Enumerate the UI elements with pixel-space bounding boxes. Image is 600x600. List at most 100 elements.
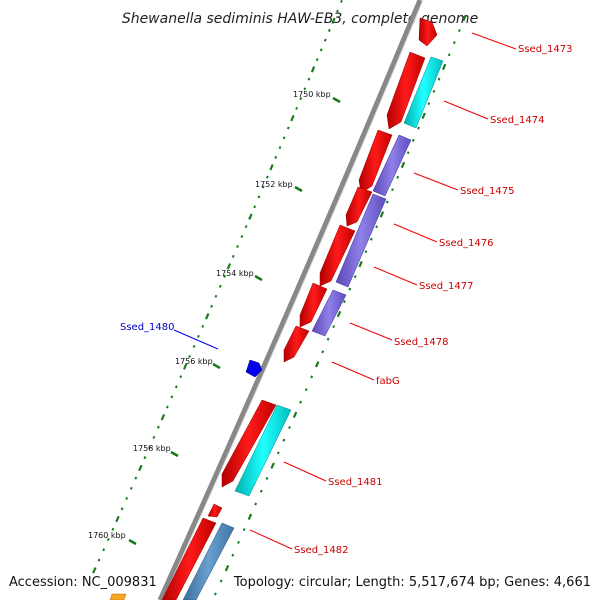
ring-tick bbox=[331, 17, 336, 24]
kbp-label: 1754 kbp bbox=[216, 269, 254, 278]
ring-tick bbox=[253, 205, 257, 209]
cyan-feature-ssed-1481[interactable] bbox=[234, 404, 292, 497]
cds-ssed-1482-a[interactable] bbox=[207, 503, 223, 518]
callout-line-ssed-1474 bbox=[443, 100, 489, 120]
ring-tick bbox=[182, 363, 188, 370]
callout-line-ssed-1481 bbox=[283, 461, 327, 482]
ring-tick bbox=[106, 537, 110, 542]
ring-tick bbox=[282, 136, 286, 140]
kbp-label: 1750 kbp bbox=[293, 90, 331, 99]
kbp-label: 1756 kbp bbox=[175, 357, 213, 366]
cds-ssed-1482-b[interactable] bbox=[161, 517, 217, 600]
cds-ssed-1474[interactable] bbox=[386, 51, 426, 130]
ring-tick bbox=[321, 350, 325, 354]
gene-label-fabg[interactable]: fabG bbox=[376, 376, 400, 387]
ring-tick bbox=[379, 211, 385, 218]
ring-tick bbox=[462, 15, 467, 22]
kbp-tick-marks bbox=[128, 96, 341, 546]
ring-tick bbox=[120, 507, 124, 511]
ring-tick bbox=[92, 567, 97, 574]
kbp-label: 1758 kbp bbox=[133, 444, 171, 453]
gene-labels: Ssed_1473 Ssed_1474 Ssed_1475 Ssed_1476 … bbox=[120, 44, 573, 556]
cds-ssed-1473[interactable] bbox=[418, 17, 438, 47]
orange-feature[interactable] bbox=[109, 593, 127, 600]
ring-tick bbox=[375, 225, 379, 229]
kbp-label: 1752 kbp bbox=[255, 180, 293, 189]
ring-tick bbox=[261, 185, 265, 189]
ring-tick bbox=[336, 9, 339, 13]
ring-tick bbox=[160, 413, 166, 421]
ring-tick bbox=[340, 0, 343, 3]
cds-ssed-1481[interactable] bbox=[221, 399, 277, 488]
gene-label-ssed-1480[interactable]: Ssed_1480 bbox=[120, 322, 175, 333]
ring-tick bbox=[254, 502, 258, 506]
ring-tick bbox=[231, 254, 235, 258]
ring-tick bbox=[332, 325, 336, 329]
ring-tick bbox=[231, 553, 235, 557]
ring-tick bbox=[278, 146, 282, 150]
ring-tick bbox=[147, 446, 151, 450]
ring-tick bbox=[432, 89, 436, 93]
purple-feature-ssed-1476[interactable] bbox=[335, 193, 387, 288]
gene-label-ssed-1481[interactable]: Ssed_1481 bbox=[328, 477, 383, 488]
ring-tick bbox=[391, 188, 394, 192]
gene-label-ssed-1476[interactable]: Ssed_1476 bbox=[439, 238, 494, 249]
gene-label-ssed-1475[interactable]: Ssed_1475 bbox=[460, 186, 515, 197]
ring-tick bbox=[417, 126, 420, 130]
ring-tick bbox=[214, 294, 218, 298]
kbp-tick bbox=[128, 538, 137, 546]
ring-tick bbox=[323, 38, 327, 42]
ring-tick bbox=[288, 425, 291, 430]
callout-line-ssed-1482 bbox=[249, 529, 293, 550]
ring-tick bbox=[327, 28, 331, 32]
ring-tick bbox=[270, 462, 275, 469]
ring-tick bbox=[237, 540, 240, 544]
tick-marks bbox=[92, 0, 467, 596]
purple-feature-ssed-1477[interactable] bbox=[311, 289, 347, 337]
ring-tick bbox=[348, 287, 352, 291]
ring-tick bbox=[223, 274, 227, 278]
ring-tick bbox=[143, 456, 147, 460]
map-title: Shewanella sediminis HAW-EB3, complete g… bbox=[122, 11, 478, 27]
ring-tick bbox=[236, 245, 239, 248]
callout-line-ssed-1478 bbox=[349, 322, 393, 341]
cds-ssed-1476-b[interactable] bbox=[319, 224, 356, 287]
ring-tick bbox=[265, 476, 269, 480]
cds-fabg[interactable] bbox=[283, 325, 310, 363]
ring-tick bbox=[290, 114, 295, 122]
blue-feature-ssed-1480[interactable] bbox=[245, 359, 263, 378]
gene-label-ssed-1482[interactable]: Ssed_1482 bbox=[294, 545, 349, 556]
ring-tick bbox=[358, 260, 363, 268]
accession-text: Accession: NC_009831 bbox=[9, 575, 157, 590]
ring-tick bbox=[396, 175, 400, 179]
callout-lines bbox=[173, 32, 517, 550]
gene-label-ssed-1473[interactable]: Ssed_1473 bbox=[518, 44, 573, 55]
purple-feature-ssed-1475[interactable] bbox=[372, 134, 412, 197]
ring-tick bbox=[179, 375, 183, 379]
cds-ssed-1477[interactable] bbox=[299, 282, 328, 328]
ring-tick bbox=[201, 324, 205, 328]
ring-tick bbox=[115, 515, 120, 523]
ring-tick bbox=[102, 548, 106, 552]
cds-ssed-1475[interactable] bbox=[358, 129, 393, 194]
gene-label-ssed-1474[interactable]: Ssed_1474 bbox=[490, 115, 545, 126]
ring-tick bbox=[129, 486, 133, 490]
ring-tick bbox=[265, 175, 269, 179]
ring-tick bbox=[364, 250, 368, 254]
ring-tick bbox=[314, 361, 320, 368]
ring-tick bbox=[197, 334, 200, 338]
kbp-labels: 1750 kbp 1752 kbp 1754 kbp 1756 kbp 1758… bbox=[88, 90, 331, 540]
ring-tick bbox=[421, 112, 426, 120]
cyan-feature-ssed-1474[interactable] bbox=[403, 56, 444, 129]
ring-tick bbox=[292, 411, 298, 419]
ring-tick bbox=[457, 29, 461, 32]
gene-label-ssed-1478[interactable]: Ssed_1478 bbox=[394, 337, 449, 348]
ring-tick bbox=[165, 405, 169, 409]
ring-tick bbox=[134, 476, 138, 480]
ring-tick bbox=[303, 87, 307, 91]
gene-label-ssed-1477[interactable]: Ssed_1477 bbox=[419, 281, 474, 292]
ring-tick bbox=[248, 213, 253, 220]
cds-ssed-1476-a[interactable] bbox=[345, 186, 373, 227]
steel-feature-ssed-1482[interactable] bbox=[182, 522, 235, 600]
